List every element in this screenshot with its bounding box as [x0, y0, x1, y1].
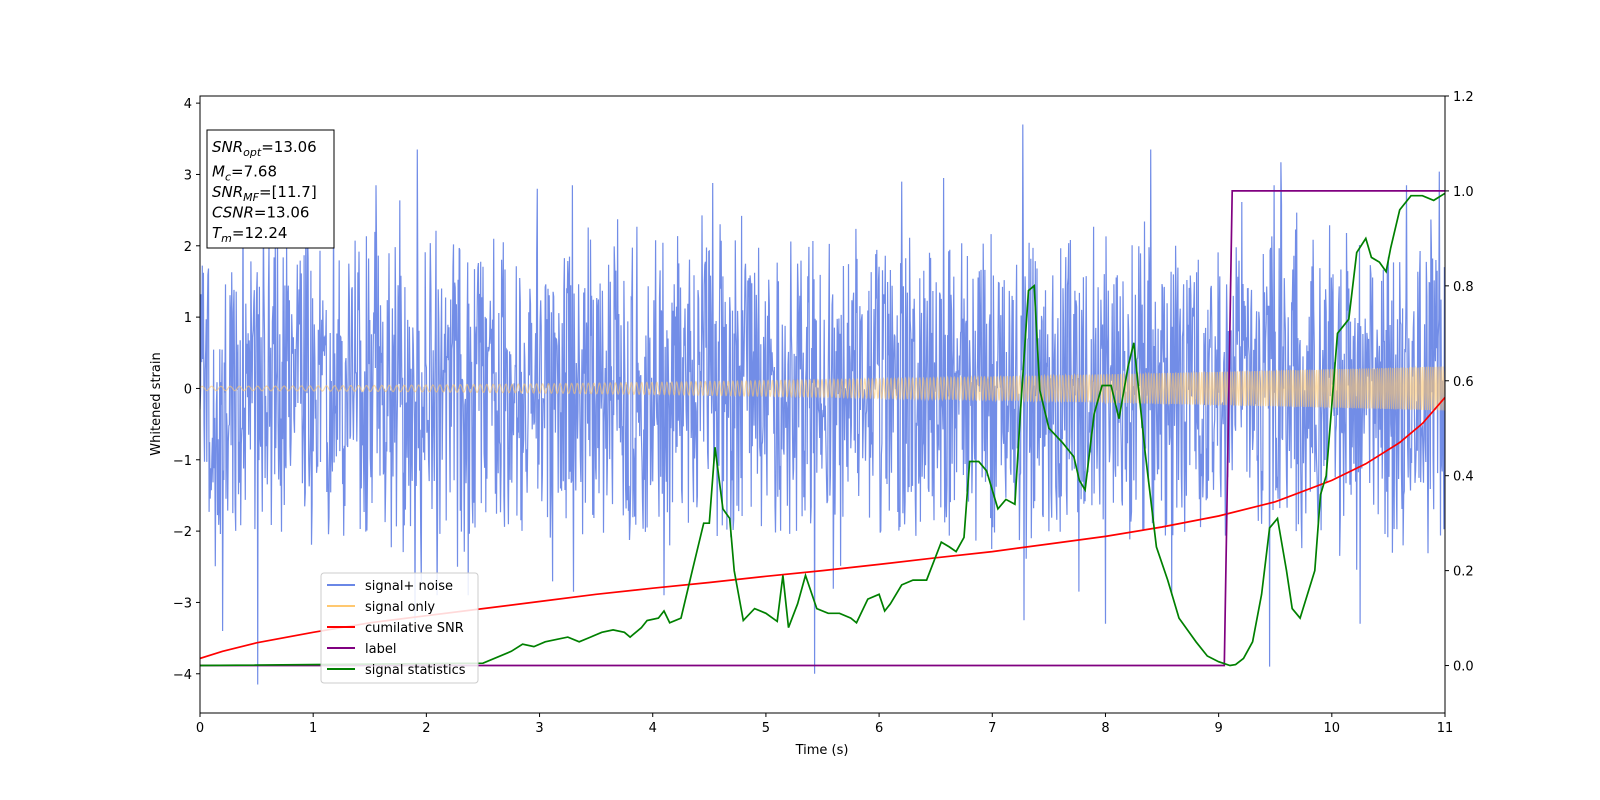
x-tick-label: 8 [1101, 721, 1109, 736]
annotation-subscript: c [225, 171, 231, 184]
legend-label-signal-only: signal only [365, 600, 435, 615]
annotation-frame [206, 129, 335, 249]
x-axis-label: Time (s) [795, 743, 849, 758]
y-tick-label: −3 [173, 596, 192, 611]
annotation-line: CSNR=13.06 [212, 204, 309, 222]
plot-area-frame [199, 95, 1446, 714]
x-tick-label: 5 [762, 721, 770, 736]
legend: signal+ noise signal only cumilative SNR la… [320, 572, 479, 684]
annotation-variable: T [212, 224, 223, 242]
y2-tick-label: 0.6 [1453, 375, 1474, 390]
series-line-signal-noise [200, 124, 1445, 685]
series-line-signal-only [200, 365, 1445, 411]
x-tick-label: 7 [988, 721, 996, 736]
annotation-subscript: m [221, 232, 232, 245]
annotation-subscript: MF [243, 191, 259, 204]
x-tick-label: 6 [875, 721, 883, 736]
axes-layer: 0 1 2 3 4 5 6 7 8 9 10 11 −4 −3 −2 −1 0 1 2 3 4 0.0 0.2 0.4 0.6 0… [173, 90, 1474, 736]
x-tick-label: 0 [196, 721, 204, 736]
y-tick-label: 2 [184, 240, 192, 255]
annotation-line: Tm=12.24 [212, 224, 287, 245]
y2-tick-label: 0.0 [1453, 660, 1474, 675]
annotation-variable: CSNR [212, 204, 254, 222]
y-tick-label: −2 [173, 525, 192, 540]
x-tick-label: 1 [309, 721, 317, 736]
annotation-line: SNRopt=13.06 [212, 138, 317, 159]
y2-tick-label: 1.0 [1453, 185, 1474, 200]
y-tick-label: −4 [173, 668, 192, 683]
x-tick-label: 2 [422, 721, 430, 736]
legend-label-cumilative-snr: cumilative SNR [365, 621, 464, 636]
y2-tick-label: 1.2 [1453, 90, 1474, 105]
legend-label-signal-statistics: signal statistics [365, 663, 466, 678]
y-tick-label: 4 [184, 97, 192, 112]
annotation-value: =12.24 [232, 224, 288, 242]
y-axis-label: Whitened strain [149, 352, 164, 455]
annotation-subscript: opt [243, 146, 262, 159]
annotation-value: =7.68 [231, 163, 277, 181]
y2-tick-label: 0.4 [1453, 470, 1474, 485]
series-line-signal-statistics [200, 192, 1445, 667]
annotation-variable: SNR [212, 138, 243, 156]
x-tick-label: 3 [535, 721, 543, 736]
x-tick-label: 11 [1437, 721, 1454, 736]
y2-tick-label: 0.8 [1453, 280, 1474, 295]
annotation-variable: SNR [212, 183, 243, 201]
y-tick-label: 1 [184, 311, 192, 326]
legend-label-label: label [365, 642, 396, 657]
annotation-line: SNRMF=[11.7] [212, 183, 317, 204]
x-tick-label: 4 [649, 721, 657, 736]
y-tick-label: −1 [173, 454, 192, 469]
annotation-value: =13.06 [254, 204, 310, 222]
annotation-box: SNRopt=13.06Mc=7.68SNRMF=[11.7]CSNR=13.0… [206, 129, 335, 249]
annotation-line: Mc=7.68 [212, 163, 277, 184]
annotation-variable: M [212, 163, 225, 181]
series-line-label [200, 190, 1445, 667]
y-tick-label: 0 [184, 382, 192, 397]
legend-frame [320, 572, 479, 684]
annotation-value: =[11.7] [259, 183, 317, 201]
y2-tick-label: 0.2 [1453, 565, 1474, 580]
y-tick-label: 3 [184, 168, 192, 183]
x-tick-label: 10 [1324, 721, 1341, 736]
annotation-value: =13.06 [261, 138, 317, 156]
x-tick-label: 9 [1214, 721, 1222, 736]
legend-label-signal-noise: signal+ noise [365, 579, 453, 594]
